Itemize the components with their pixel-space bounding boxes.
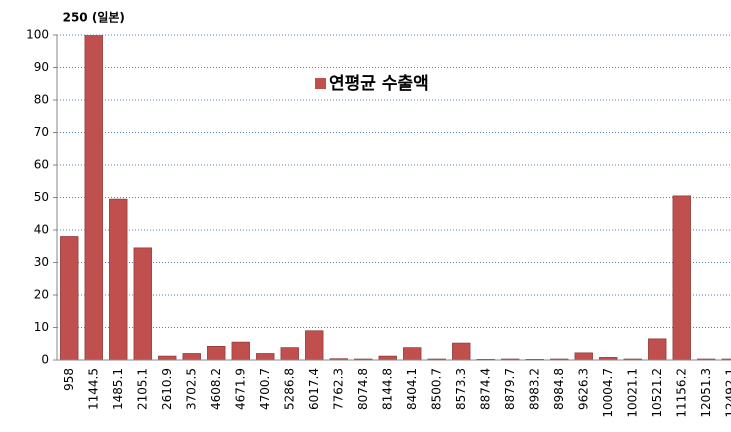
y-tick-label: 90 [34, 60, 49, 74]
x-tick-label: 11156.2 [674, 368, 688, 418]
bar [133, 247, 152, 361]
bar [109, 198, 128, 361]
x-tick-label: 10021.1 [625, 368, 639, 418]
x-tick-label: 8573.3 [454, 368, 468, 410]
x-tick-label: 1485.1 [111, 368, 125, 410]
x-tick-label: 8404.1 [405, 368, 419, 410]
y-tick-label: 0 [41, 353, 49, 367]
x-tick-label: 12492.1 [723, 368, 731, 418]
y-tick-label: 70 [34, 125, 49, 139]
bar [182, 353, 201, 361]
y-tick-label: 100 [26, 28, 49, 42]
y-tick-label: 50 [34, 190, 49, 204]
bar [305, 330, 324, 361]
y-tick-label: 10 [34, 320, 49, 334]
x-tick-label: 8500.7 [429, 368, 443, 410]
x-tick-label: 8144.8 [380, 368, 394, 410]
x-tick-label: 3702.5 [184, 368, 198, 410]
x-tick-label: 10521.2 [650, 368, 664, 418]
x-tick-label: 8984.8 [552, 368, 566, 410]
bar [452, 342, 471, 361]
bar [403, 347, 422, 361]
x-tick-label: 9626.3 [576, 368, 590, 410]
x-tick-label: 10004.7 [601, 368, 615, 418]
bar [378, 355, 397, 361]
y-tick-label: 20 [34, 288, 49, 302]
legend-swatch [315, 78, 326, 89]
bar [574, 352, 593, 361]
x-tick-label: 8074.8 [356, 368, 370, 410]
x-tick-label: 8874.4 [478, 368, 492, 410]
bar [648, 338, 667, 361]
bar [672, 195, 691, 361]
legend-label: 연평균 수출액 [329, 74, 429, 94]
x-tick-label: 5286.8 [282, 368, 296, 410]
bar [84, 35, 103, 361]
bar [280, 347, 299, 361]
x-tick-label: 958 [62, 368, 76, 391]
bars [60, 35, 731, 361]
y-tick-label: 80 [34, 93, 49, 107]
y-tick-label: 30 [34, 255, 49, 269]
value-label: 250 (일본) [63, 11, 125, 25]
x-tick-label: 8983.2 [527, 368, 541, 410]
bar [60, 236, 79, 361]
x-tick-label: 4700.7 [258, 368, 272, 410]
bar [256, 353, 275, 361]
x-tick-label: 4671.9 [233, 368, 247, 410]
bar [207, 346, 226, 361]
y-tick-label: 40 [34, 223, 49, 237]
x-tick-label: 4608.2 [209, 368, 223, 410]
y-tick-label: 60 [34, 158, 49, 172]
grid [57, 34, 731, 361]
bar [231, 341, 250, 361]
x-tick-label: 2610.9 [160, 368, 174, 410]
x-tick-label: 1144.5 [86, 368, 100, 410]
x-tick-label: 2105.1 [135, 368, 149, 410]
x-tick-label: 8879.7 [503, 368, 517, 410]
x-tick-label: 7762.3 [331, 368, 345, 410]
x-tick-label: 12051.3 [699, 368, 713, 418]
bar [158, 355, 177, 361]
x-tick-label: 6017.4 [307, 368, 321, 410]
